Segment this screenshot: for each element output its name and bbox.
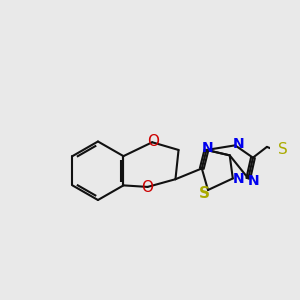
Text: N: N: [201, 141, 213, 155]
Text: O: O: [141, 180, 153, 195]
Text: N: N: [233, 137, 245, 151]
Text: S: S: [278, 142, 288, 157]
Text: N: N: [248, 174, 260, 188]
Text: N: N: [233, 172, 245, 186]
Text: O: O: [147, 134, 159, 149]
Text: S: S: [199, 186, 210, 201]
